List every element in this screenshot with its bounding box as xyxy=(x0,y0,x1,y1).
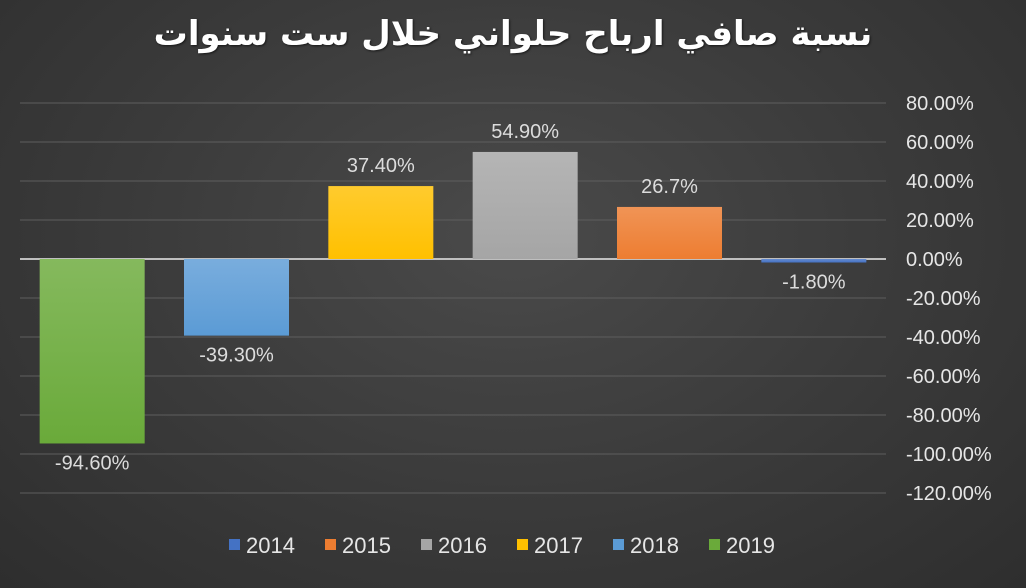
legend-label-2019: 2019 xyxy=(726,533,775,558)
bar-2019 xyxy=(39,259,145,444)
y-tick-label: -80.00% xyxy=(906,405,981,427)
legend-swatch-2017 xyxy=(517,539,528,550)
bar-2015 xyxy=(617,206,722,259)
gridlines xyxy=(20,102,886,494)
y-tick-label: 40.00% xyxy=(906,171,974,193)
legend-label-2015: 2015 xyxy=(342,533,391,558)
y-tick-label: -100.00% xyxy=(906,444,992,466)
y-tick-label: 20.00% xyxy=(906,210,974,232)
data-label-2015: 26.7% xyxy=(641,176,698,198)
data-label-2018: -39.30% xyxy=(199,345,274,367)
legend-swatch-2019 xyxy=(709,539,720,550)
y-tick-label: 80.00% xyxy=(906,93,974,115)
bar-2018 xyxy=(184,259,289,336)
legend-label-2014: 2014 xyxy=(246,533,295,558)
legend-swatch-2018 xyxy=(613,539,624,550)
data-label-2017: 37.40% xyxy=(347,155,415,177)
bars xyxy=(39,151,867,444)
data-label-2016: 54.90% xyxy=(491,121,559,143)
data-labels: -94.60% -39.30% 37.40% 54.90% 26.7% -1.80% xyxy=(55,121,846,475)
bar-2014 xyxy=(761,259,867,263)
bar-2016 xyxy=(472,151,578,259)
data-label-2014: -1.80% xyxy=(782,272,846,294)
y-axis: 80.00% 60.00% 40.00% 20.00% 0.00% -20.00% -40.… xyxy=(906,93,992,505)
y-tick-label: -60.00% xyxy=(906,366,981,388)
chart-title: نسبة صافي ارباح حلواني خلال ست سنوات xyxy=(153,14,873,54)
legend: 2014 2015 2016 2017 2018 2019 xyxy=(229,533,775,558)
y-tick-label: -120.00% xyxy=(906,483,992,505)
y-tick-label: -20.00% xyxy=(906,288,981,310)
legend-label-2017: 2017 xyxy=(534,533,583,558)
legend-swatch-2014 xyxy=(229,539,240,550)
legend-label-2016: 2016 xyxy=(438,533,487,558)
legend-label-2018: 2018 xyxy=(630,533,679,558)
y-tick-label: 60.00% xyxy=(906,132,974,154)
y-tick-label: -40.00% xyxy=(906,327,981,349)
legend-swatch-2015 xyxy=(325,539,336,550)
y-tick-label: 0.00% xyxy=(906,249,963,271)
legend-swatch-2016 xyxy=(421,539,432,550)
bar-2017 xyxy=(328,186,434,259)
data-label-2019: -94.60% xyxy=(55,452,130,474)
